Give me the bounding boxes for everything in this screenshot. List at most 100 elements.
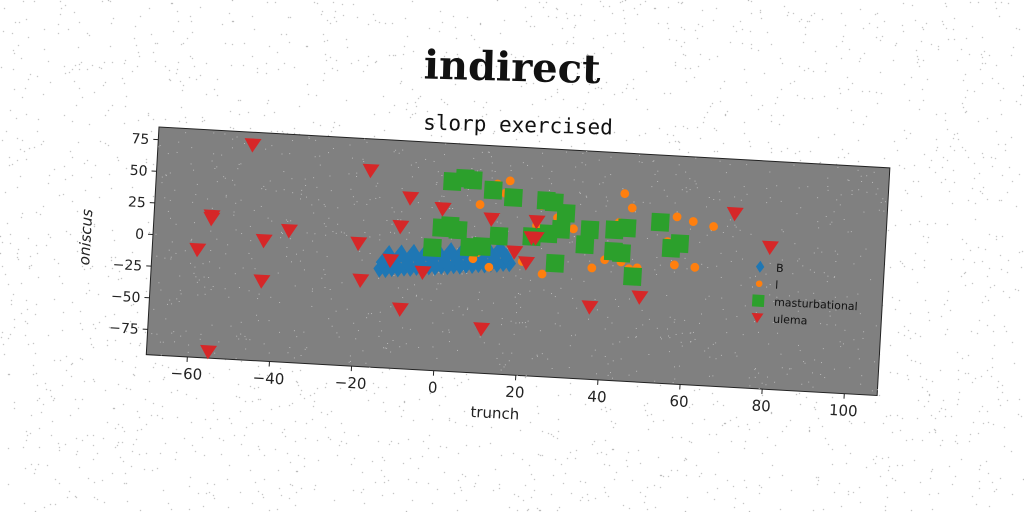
speckle-dot bbox=[808, 381, 810, 383]
speckle-dot bbox=[622, 188, 624, 190]
speckle-dot bbox=[397, 219, 399, 221]
speckle-dot bbox=[248, 290, 250, 292]
speckle-dot bbox=[290, 261, 293, 263]
speckle-dot bbox=[612, 343, 614, 345]
speckle-dot bbox=[635, 336, 637, 338]
speckle-dot bbox=[519, 269, 521, 271]
speckle-dot bbox=[748, 377, 750, 379]
speckle-dot bbox=[769, 284, 771, 286]
speckle-dot bbox=[837, 166, 839, 168]
speckle-dot bbox=[802, 361, 805, 363]
speckle-dot bbox=[510, 320, 512, 322]
data-point bbox=[444, 242, 457, 261]
speckle-dot bbox=[467, 188, 469, 190]
speckle-dot bbox=[766, 187, 768, 189]
speckle-dot bbox=[799, 350, 801, 352]
speckle-dot bbox=[804, 362, 806, 364]
speckle-dot bbox=[308, 136, 310, 138]
speckle-dot bbox=[498, 343, 500, 345]
speckle-dot bbox=[500, 369, 502, 371]
speckle-dot bbox=[236, 335, 238, 337]
speckle-dot bbox=[241, 233, 243, 235]
speckle-dot bbox=[249, 225, 251, 227]
speckle-dot bbox=[599, 183, 601, 185]
speckle-dot bbox=[417, 202, 419, 204]
speckle-dot bbox=[328, 318, 330, 320]
speckle-dot bbox=[221, 154, 223, 156]
speckle-dot bbox=[487, 151, 489, 153]
speckle-dot bbox=[790, 368, 792, 370]
speckle-dot bbox=[436, 288, 438, 290]
speckle-dot bbox=[656, 234, 658, 236]
speckle-dot bbox=[295, 253, 298, 255]
speckle-dot bbox=[652, 161, 654, 163]
speckle-dot bbox=[300, 354, 302, 357]
speckle-dot bbox=[441, 174, 443, 176]
speckle-dot bbox=[848, 179, 850, 182]
speckle-dot bbox=[377, 182, 379, 184]
speckle-dot bbox=[715, 342, 717, 344]
data-point bbox=[253, 274, 271, 289]
speckle-dot bbox=[713, 198, 715, 201]
data-point bbox=[688, 217, 698, 226]
speckle-dot bbox=[654, 173, 656, 175]
speckle-dot bbox=[581, 162, 583, 164]
speckle-dot bbox=[304, 178, 306, 180]
speckle-dot bbox=[857, 169, 859, 171]
speckle-dot bbox=[744, 305, 746, 307]
speckle-dot bbox=[653, 160, 655, 162]
speckle-dot bbox=[378, 277, 380, 279]
speckle-dot bbox=[379, 320, 381, 322]
data-point bbox=[612, 243, 631, 263]
speckle-dot bbox=[436, 181, 438, 184]
speckle-dot bbox=[755, 311, 757, 313]
data-point bbox=[203, 211, 221, 227]
speckle-dot bbox=[570, 335, 573, 337]
speckle-dot bbox=[478, 291, 480, 293]
speckle-dot bbox=[765, 384, 767, 386]
data-point bbox=[422, 238, 442, 258]
speckle-dot bbox=[325, 234, 327, 236]
speckle-dot bbox=[411, 176, 413, 178]
speckle-dot bbox=[323, 223, 325, 225]
speckle-dot bbox=[283, 171, 285, 173]
speckle-dot bbox=[859, 313, 861, 315]
speckle-dot bbox=[686, 268, 688, 270]
speckle-dot bbox=[415, 162, 417, 164]
speckle-dot bbox=[495, 203, 497, 205]
speckle-dot bbox=[193, 169, 195, 171]
speckle-dot bbox=[797, 310, 799, 312]
speckle-dot bbox=[708, 295, 710, 297]
speckle-dot bbox=[225, 253, 227, 255]
speckle-dot bbox=[277, 272, 279, 274]
speckle-dot bbox=[337, 223, 339, 225]
speckle-dot bbox=[539, 330, 541, 332]
speckle-dot bbox=[860, 175, 862, 177]
speckle-dot bbox=[173, 331, 175, 333]
speckle-dot bbox=[500, 324, 503, 326]
x-tick-label: 60 bbox=[669, 392, 689, 411]
speckle-dot bbox=[749, 277, 751, 279]
speckle-dot bbox=[225, 194, 227, 196]
speckle-dot bbox=[421, 298, 423, 300]
data-point bbox=[506, 245, 524, 260]
speckle-dot bbox=[862, 337, 864, 339]
speckle-dot bbox=[540, 211, 542, 213]
speckle-dot bbox=[635, 336, 637, 338]
speckle-dot bbox=[672, 381, 674, 384]
speckle-dot bbox=[253, 209, 255, 211]
speckle-dot bbox=[866, 175, 868, 177]
speckle-dot bbox=[251, 258, 253, 260]
speckle-dot bbox=[726, 332, 728, 334]
data-point bbox=[280, 223, 298, 239]
speckle-dot bbox=[249, 339, 251, 341]
speckle-dot bbox=[330, 298, 332, 300]
speckle-dot bbox=[256, 314, 258, 316]
speckle-dot bbox=[835, 324, 837, 326]
speckle-dot bbox=[725, 172, 727, 174]
speckle-dot bbox=[575, 166, 577, 168]
speckle-dot bbox=[281, 153, 283, 155]
speckle-dot bbox=[170, 256, 172, 258]
legend-label: masturbational bbox=[774, 296, 858, 314]
data-point bbox=[690, 262, 700, 272]
